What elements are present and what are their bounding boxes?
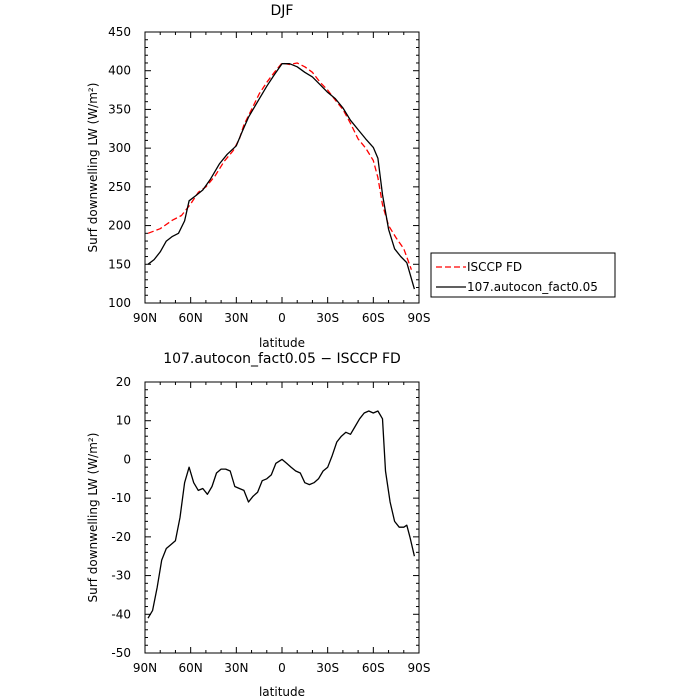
y-tick-label: 10 [116,414,131,428]
y-tick-label: 0 [123,452,131,466]
y-axis-label: Surf downwelling LW (W/m²) [86,433,100,603]
y-tick-label: -20 [111,530,131,544]
x-tick-label: 0 [278,311,286,325]
y-axis-label: Surf downwelling LW (W/m²) [86,83,100,253]
x-tick-label: 60S [362,661,385,675]
y-tick-label: 100 [108,296,131,310]
y-tick-label: 450 [108,25,131,39]
x-tick-label: 60N [179,311,203,325]
x-axis-label: latitude [259,685,305,699]
x-tick-label: 90N [133,661,157,675]
x-tick-label: 0 [278,661,286,675]
y-tick-label: 350 [108,102,131,116]
x-axis-label: latitude [259,336,305,350]
x-tick-label: 30S [316,311,339,325]
y-tick-label: 200 [108,219,131,233]
series-line-1 [147,63,416,290]
y-tick-label: 400 [108,64,131,78]
y-tick-label: 150 [108,257,131,271]
x-tick-label: 90S [408,661,431,675]
bottom-chart: 90N 60N 30N 0 30S 60S 90S -50 -40 -30 -20 -10 0 10 20 1… [86,351,430,699]
x-tick-label: 90N [133,311,157,325]
legend-label: ISCCP FD [467,260,522,274]
top-chart: 90N 60N 30N 0 30S 60S 90S 100 150 200 250 300 350 400… [86,3,616,350]
y-tick-label: -30 [111,569,131,583]
x-tick-label: 30N [224,311,248,325]
plot-frame [144,381,420,654]
series-line-0 [147,62,413,270]
chart-title: DJF [271,3,294,19]
y-tick-label: -10 [111,491,131,505]
y-tick-label: -40 [111,607,131,621]
x-tick-label: 30S [316,661,339,675]
x-tick-label: 60N [179,661,203,675]
x-tick-label: 30N [224,661,248,675]
chart-title: 107.autocon_fact0.05 − ISCCP FD [163,351,401,367]
x-tick-label: 60S [362,311,385,325]
y-tick-label: -50 [111,646,131,660]
legend: ISCCP FD 107.autocon_fact0.05 [430,252,616,298]
legend-label: 107.autocon_fact0.05 [467,280,598,294]
x-tick-label: 90S [408,311,431,325]
y-tick-label: 20 [116,375,131,389]
legend-box [430,252,616,298]
y-tick-label: 300 [108,141,131,155]
plot-frame [144,31,420,304]
series-line-0 [147,410,416,619]
y-tick-label: 250 [108,180,131,194]
